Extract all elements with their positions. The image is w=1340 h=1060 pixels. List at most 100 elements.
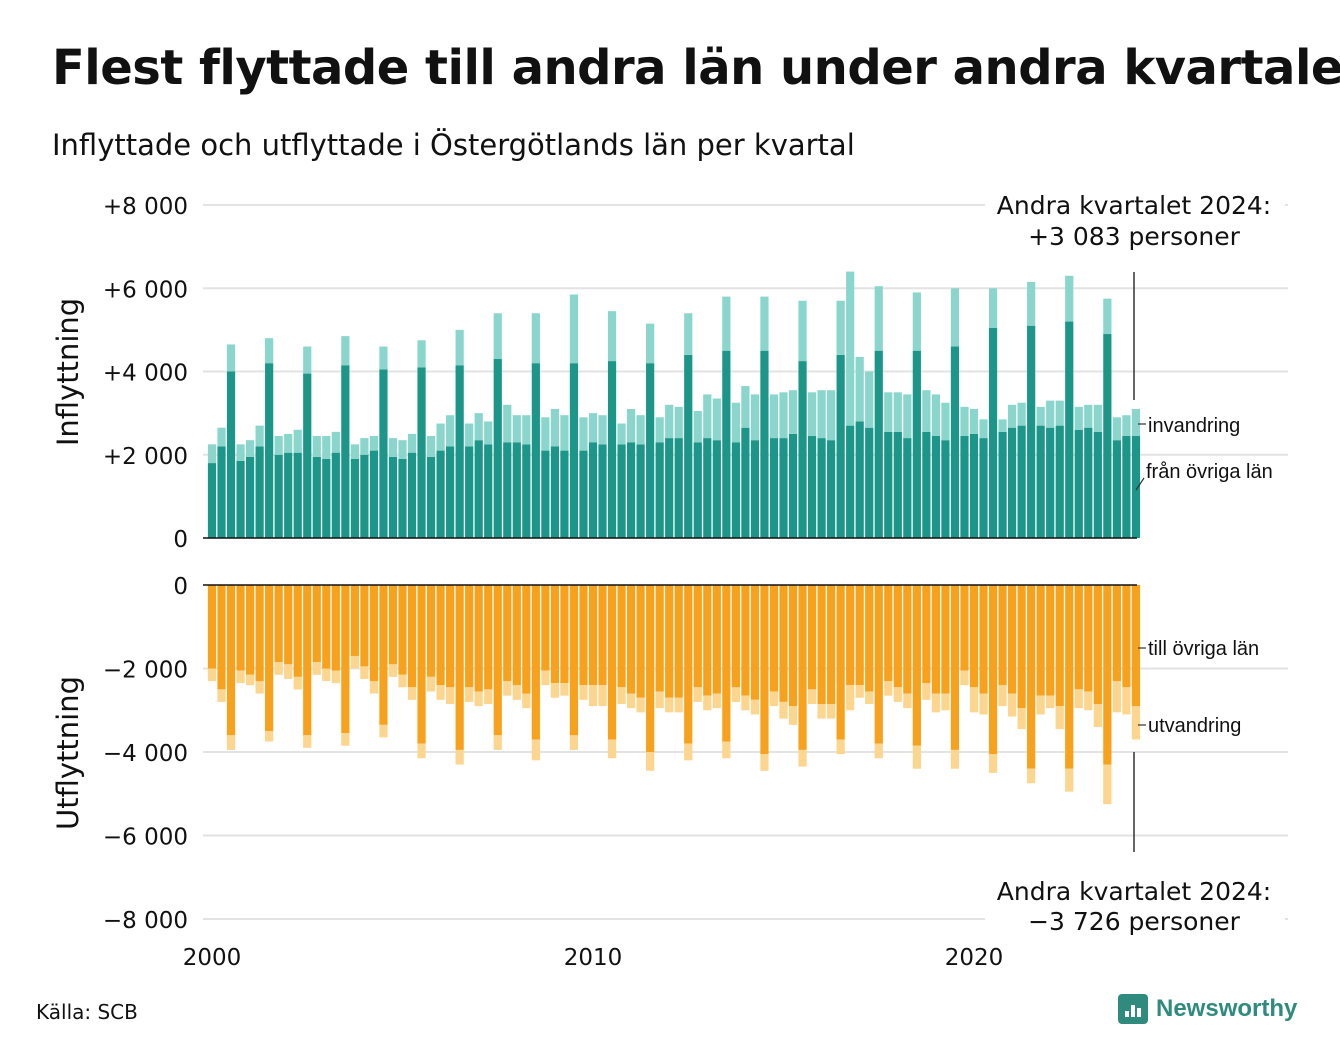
axes: +8 000 +6 000 +4 000 +2 000 0 0 −2 000 −4 000 −6…	[103, 194, 1137, 971]
inflow-domestic-bar	[665, 438, 674, 538]
inflow-domestic-bar	[293, 452, 302, 538]
inflow-immigration-bar	[217, 427, 226, 447]
outflow-emigration-bar	[522, 693, 531, 709]
inflow-domestic-bar	[893, 431, 902, 538]
outflow-emigration-bar	[950, 749, 960, 769]
inflow-domestic-bar	[798, 361, 807, 538]
inflow-domestic-bar	[236, 460, 245, 538]
inflow-immigration-bar	[865, 371, 874, 428]
outflow-domestic-bar	[1008, 585, 1017, 694]
inflow-domestic-bar	[550, 446, 559, 538]
outflow-domestic-bar	[988, 585, 998, 755]
outflow-emigration-bar	[550, 683, 559, 698]
annotation-bottom-text: Andra kvartalet 2024:	[997, 877, 1271, 906]
inflow-domestic-bar	[398, 458, 407, 538]
outflow-domestic-bar	[1017, 585, 1026, 709]
outflow-domestic-bar	[779, 585, 788, 702]
inflow-immigration-bar	[931, 394, 940, 437]
outflow-domestic-bar	[207, 585, 217, 669]
inflow-domestic-bar	[1103, 334, 1112, 538]
inflow-domestic-bar	[827, 440, 836, 538]
outflow-emigration-bar	[1131, 706, 1141, 740]
outflow-emigration-bar	[569, 735, 579, 750]
inflow-domestic-bar	[988, 327, 998, 538]
outflow-emigration-bar	[731, 687, 740, 702]
chart-title: Flest flyttade till andra län under andr…	[52, 40, 1340, 96]
outflow-domestic-bar	[1093, 585, 1102, 704]
annotation-top-text: Andra kvartalet 2024:	[997, 191, 1271, 220]
outflow-emigration-bar	[531, 739, 540, 761]
inflow-domestic-bar	[417, 367, 426, 538]
outflow-domestic-bar	[550, 585, 559, 684]
outflow-emigration-bar	[455, 749, 464, 765]
outflow-domestic-bar	[827, 585, 836, 704]
inflow-immigration-bar	[741, 386, 750, 428]
inflow-immigration-bar	[874, 286, 883, 351]
inflow-domestic-bar	[1084, 427, 1093, 538]
inflow-domestic-bar	[969, 433, 979, 538]
inflow-immigration-bar	[1131, 408, 1141, 437]
outflow-domestic-bar	[912, 585, 921, 746]
outflow-domestic-bar	[798, 585, 807, 750]
outflow-emigration-bar	[588, 685, 598, 707]
outflow-domestic-bar	[465, 585, 474, 688]
outflow-emigration-bar	[417, 743, 426, 759]
inflow-immigration-bar	[417, 340, 426, 368]
inflow-domestic-bar	[207, 463, 217, 538]
inflow-immigration-bar	[636, 415, 645, 445]
outflow-domestic-bar	[1131, 585, 1141, 707]
inflow-domestic-bar	[1093, 431, 1102, 538]
inflow-immigration-bar	[674, 406, 683, 439]
outflow-domestic-bar	[560, 585, 569, 684]
outflow-domestic-bar	[617, 585, 626, 688]
inflow-immigration-bar	[1008, 404, 1017, 428]
inflow-immigration-bar	[827, 390, 836, 441]
outflow-emigration-bar	[1084, 691, 1093, 711]
outflow-emigration-bar	[255, 681, 264, 694]
inflow-domestic-bar	[265, 363, 274, 538]
inflow-domestic-bar	[1074, 429, 1083, 538]
inflow-domestic-bar	[722, 350, 731, 538]
outflow-emigration-bar	[598, 685, 607, 707]
outflow-emigration-bar	[884, 681, 893, 696]
outflow-emigration-bar	[1046, 695, 1055, 709]
outflow-emigration-bar	[874, 743, 883, 759]
outflow-emigration-bar	[217, 689, 226, 702]
inflow-domestic-bar	[855, 421, 864, 538]
outflow-domestic-bar	[941, 585, 950, 694]
inflow-immigration-bar	[760, 296, 769, 351]
inflow-immigration-bar	[512, 415, 521, 443]
grid-lines	[203, 204, 1288, 920]
inflow-immigration-bar	[341, 336, 350, 366]
inflow-domestic-bar	[588, 442, 598, 538]
inflow-immigration-bar	[484, 421, 493, 445]
outflow-domestic-bar	[379, 585, 388, 725]
outflow-emigration-bar	[779, 701, 788, 719]
outflow-domestic-bar	[293, 585, 302, 677]
outflow-domestic-bar	[760, 585, 769, 755]
outflow-domestic-bar	[903, 585, 912, 694]
outflow-emigration-bar	[693, 687, 702, 702]
annotation-bg	[985, 190, 1285, 220]
outflow-domestic-bar	[512, 585, 521, 686]
outflow-domestic-bar	[446, 585, 455, 688]
outflow-emigration-bar	[398, 674, 407, 688]
inflow-immigration-bar	[255, 425, 264, 447]
inflow-domestic-bar	[446, 446, 455, 538]
inflow-domestic-bar	[846, 425, 855, 538]
outflow-emigration-bar	[226, 735, 236, 750]
inflow-immigration-bar	[1017, 402, 1026, 426]
outflow-emigration-bar	[893, 687, 902, 702]
outflow-domestic-bar	[255, 585, 264, 682]
inflow-immigration-bar	[912, 292, 921, 351]
outflow-domestic-bar	[674, 585, 683, 698]
inflow-immigration-bar	[693, 411, 702, 443]
outflow-emigration-bar	[998, 685, 1007, 707]
outflow-emigration-bar	[941, 693, 950, 711]
inflow-immigration-bar	[731, 402, 740, 443]
outflow-emigration-bar	[1036, 695, 1045, 715]
outflow-emigration-bar	[1017, 708, 1026, 730]
outflow-emigration-bar	[788, 706, 798, 725]
inflow-immigration-bar	[569, 294, 579, 364]
outflow-domestic-bar	[807, 585, 817, 690]
